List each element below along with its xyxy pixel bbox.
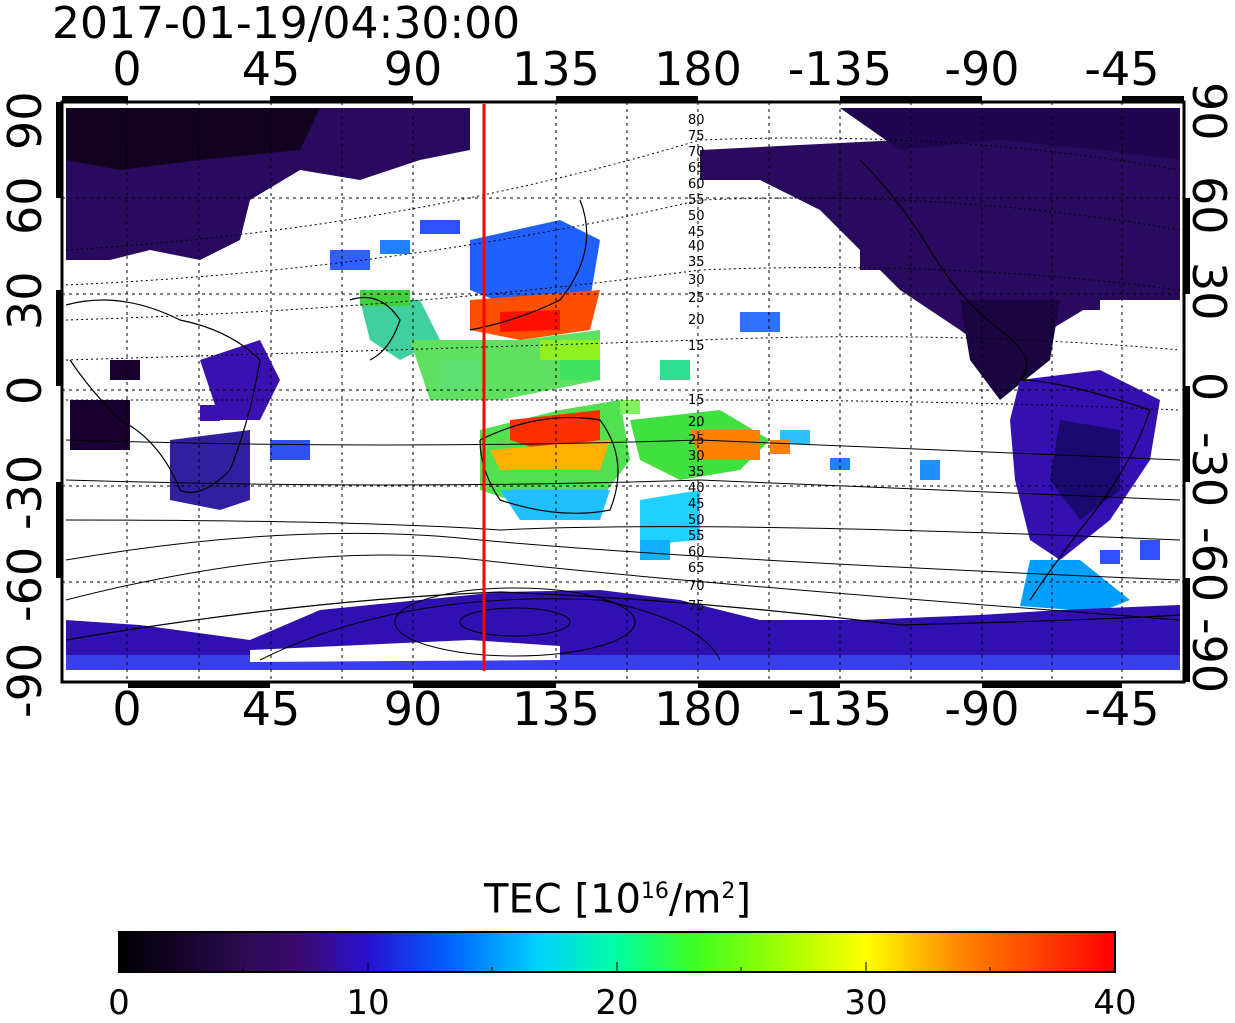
- map-panel: 80 75 70 65 60 55 50 45 40 35 30 25 20 1…: [56, 96, 1190, 688]
- magnetic-contours: [65, 137, 1181, 661]
- contour-label: 75: [688, 599, 705, 614]
- colorbar-tick: 0: [108, 983, 130, 1023]
- colorbar-tick: 30: [844, 983, 888, 1023]
- colorbar-tick: 10: [346, 983, 390, 1023]
- colorbar-title-mid: /m: [668, 876, 722, 923]
- lon-tick-top: -45: [1084, 42, 1160, 96]
- lon-tick-top: -90: [944, 42, 1020, 96]
- colorbar-title-exp2: 2: [721, 879, 736, 904]
- contour-label: 45: [688, 225, 705, 240]
- contour-label: 60: [688, 545, 705, 560]
- contour-label: 30: [688, 449, 705, 464]
- contour-label: 40: [688, 239, 705, 254]
- contour-label: 70: [688, 145, 705, 160]
- tec-region-pacific-high: [690, 430, 760, 460]
- lon-tick-bottom: 90: [383, 682, 443, 736]
- colorbar-tick-marks: [242, 962, 991, 972]
- contour-label: 50: [688, 513, 705, 528]
- tec-region-australia-south: [500, 490, 610, 520]
- lon-tick-bottom: 135: [512, 682, 600, 736]
- contour-label: 40: [688, 481, 705, 496]
- colorbar-title-end: ]: [735, 876, 751, 923]
- contour-label: 45: [688, 497, 705, 512]
- tec-region-australia-mid: [490, 440, 610, 470]
- lon-tick-top: 135: [512, 42, 600, 96]
- contour-labels: 80 75 70 65 60 55 50 45 40 35 30 25 20 1…: [688, 113, 705, 614]
- tec-region-greenland: [840, 108, 1180, 160]
- tec-region-china: [470, 220, 600, 310]
- lon-tick-top: 0: [112, 42, 142, 96]
- contour-label: 35: [688, 255, 705, 270]
- lon-tick-top: 180: [654, 42, 742, 96]
- contour-label: 30: [688, 273, 705, 288]
- lon-tick-bottom: -135: [787, 682, 893, 736]
- contour-label: 60: [688, 177, 705, 192]
- colorbar-title: TEC [1016/m2]: [0, 870, 1235, 921]
- colorbar-tick: 20: [595, 983, 639, 1023]
- colorbar-title-exp1: 16: [640, 879, 669, 904]
- lon-tick-top: 45: [241, 42, 301, 96]
- lon-tick-top: 90: [383, 42, 443, 96]
- contour-label: 75: [688, 129, 705, 144]
- contour-label: 35: [688, 465, 705, 480]
- tec-region-patagonia: [1020, 560, 1130, 612]
- lon-tick-bottom: 180: [654, 682, 742, 736]
- coastlines: [65, 159, 1181, 641]
- tec-region-east-asia-peak: [500, 310, 560, 332]
- tec-region-new-zealand: [640, 490, 700, 545]
- tec-region-north-dark: [66, 108, 320, 170]
- colorbar-tick: 40: [1093, 983, 1137, 1023]
- lon-tick-top: -135: [787, 42, 893, 96]
- lon-tick-bottom: 0: [112, 682, 142, 736]
- colorbar-title-main: TEC [10: [484, 876, 641, 923]
- tec-region-africa-south: [170, 430, 250, 510]
- lon-tick-bottom: -90: [944, 682, 1020, 736]
- tec-region-australia-north: [510, 410, 600, 450]
- contour-label: 25: [688, 291, 705, 306]
- frame-border-marks: [56, 96, 1190, 688]
- contour-label: 55: [688, 529, 705, 544]
- timestamp-title: 2017-01-19/04:30:00: [52, 0, 521, 49]
- contour-label: 15: [688, 339, 705, 354]
- contour-label: 80: [688, 113, 705, 128]
- tec-region-central-america: [960, 300, 1060, 400]
- contour-label: 55: [688, 193, 705, 208]
- contour-label: 50: [688, 209, 705, 224]
- contour-label: 70: [688, 579, 705, 594]
- contour-label: 65: [688, 161, 705, 176]
- lon-tick-bottom: -45: [1084, 682, 1160, 736]
- contour-label: 25: [688, 433, 705, 448]
- contour-label: 20: [688, 415, 705, 430]
- contour-label: 20: [688, 313, 705, 328]
- contour-label: 65: [688, 561, 705, 576]
- contour-label: 15: [688, 393, 705, 408]
- lon-tick-bottom: 45: [241, 682, 301, 736]
